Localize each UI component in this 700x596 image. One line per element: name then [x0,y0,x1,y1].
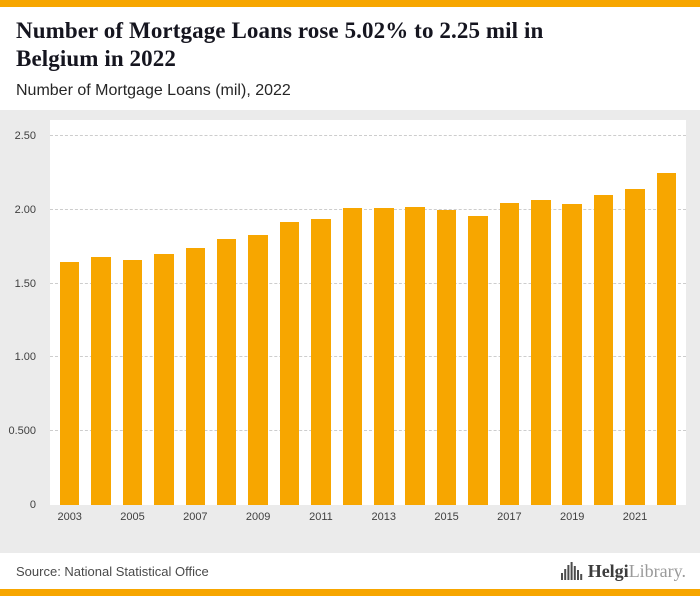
bar-slot [148,136,179,505]
bar-slot [588,136,619,505]
y-tick-label: 0.500 [8,425,36,438]
y-tick-label: 0 [29,499,36,511]
bar-2012 [342,208,363,505]
bar-2020 [593,195,614,505]
x-tick-label: 2011 [309,511,333,523]
bar-2021 [625,189,645,505]
footer: Source: National Statistical Office Helg… [0,553,700,589]
bar-slot [274,136,305,505]
y-tick-label: 2.50 [14,130,36,143]
bar-2017 [499,202,520,505]
x-tick-label [337,511,368,527]
x-tick-label: 2021 [622,511,648,523]
x-tick-label [274,511,305,527]
gridline [50,282,686,284]
bar-2014 [405,206,425,505]
helgi-library-logo: HelgiLibrary. [560,561,686,582]
logo-brand-light: Library [628,560,682,581]
bar-slot [619,136,650,505]
bar-2005 [122,260,143,505]
helgi-logo-icon [560,562,582,580]
bar-slot [651,136,682,505]
bar-slot [525,136,556,505]
bar-2003 [59,261,80,505]
logo-wordmark: HelgiLibrary. [588,561,686,582]
bar-slot [368,136,399,505]
x-tick-label: 2015 [434,511,459,523]
chart-title-line1: Number of Mortgage Loans rose 5.02% to 2… [16,18,544,43]
bar-slot [242,136,273,505]
logo-brand-bold: Helgi [587,560,629,581]
x-tick-label: 2019 [559,511,585,523]
bar-2022 [656,172,677,505]
bar-2010 [279,221,300,505]
bar-2013 [374,208,394,505]
gridline [50,135,686,137]
plot-inner [50,135,686,505]
bar-2016 [468,215,488,505]
bottom-accent-bar [0,589,700,596]
bar-slot [180,136,211,505]
gridline [50,430,686,432]
bar-slot [305,136,336,505]
bar-slot [54,136,85,505]
x-tick-label: 2017 [497,511,522,523]
x-tick-label [148,511,179,527]
bar-slot [117,136,148,505]
bar-slot [462,136,493,505]
chart-title-line2: Belgium in 2022 [16,46,176,72]
bar-slot [211,136,242,505]
x-tick-label [525,511,556,527]
bar-slot [399,136,430,505]
y-tick-label: 1.00 [14,351,36,364]
logo-suffix: . [681,560,687,581]
gridline [50,208,686,210]
chart-title: Number of Mortgage Loans rose 5.02% to 2… [16,17,684,73]
bar-2009 [248,234,268,505]
y-tick-label: 2.00 [14,203,36,216]
bar-slot [494,136,525,505]
bar-slot [557,136,588,505]
plot [50,120,686,505]
x-tick-label: 2005 [120,511,145,523]
chart-area: 0 0.500 1.00 1.50 2.00 2.50 2003 2005 2007 2009 2… [0,110,700,553]
chart-header: Number of Mortgage Loans rose 5.02% to 2… [0,7,700,111]
x-tick-label [399,511,430,527]
chart-subtitle: Number of Mortgage Loans (mil), 2022 [16,82,291,100]
x-tick-label [85,511,116,527]
bar-2008 [217,239,237,505]
source-text: Source: National Statistical Office [16,563,209,579]
y-tick-label: 1.50 [14,277,36,290]
bar-2004 [91,257,111,505]
x-tick-label [462,511,493,527]
bar-2006 [154,254,174,505]
x-tick-label [211,511,242,527]
y-axis: 0 0.500 1.00 1.50 2.00 2.50 [0,130,44,511]
x-tick-label: 2013 [371,511,396,523]
bar-2019 [562,203,582,505]
x-tick-label [588,511,619,527]
bar-2015 [436,209,457,505]
gridline [50,356,686,358]
bar-2018 [531,199,551,505]
bar-slot [431,136,462,505]
bar-2007 [185,248,206,505]
x-tick-label: 2007 [183,511,208,523]
bar-slot [85,136,116,505]
bar-slot [337,136,368,505]
bars [50,136,686,505]
x-tick-label: 2009 [245,511,271,523]
top-accent-bar [0,0,700,7]
x-tick-label: 2003 [57,511,82,523]
bar-2011 [311,218,331,505]
x-axis: 2003 2005 2007 2009 2011 2013 2015 2017 2019 2021 [50,511,686,527]
x-tick-label [651,511,682,527]
